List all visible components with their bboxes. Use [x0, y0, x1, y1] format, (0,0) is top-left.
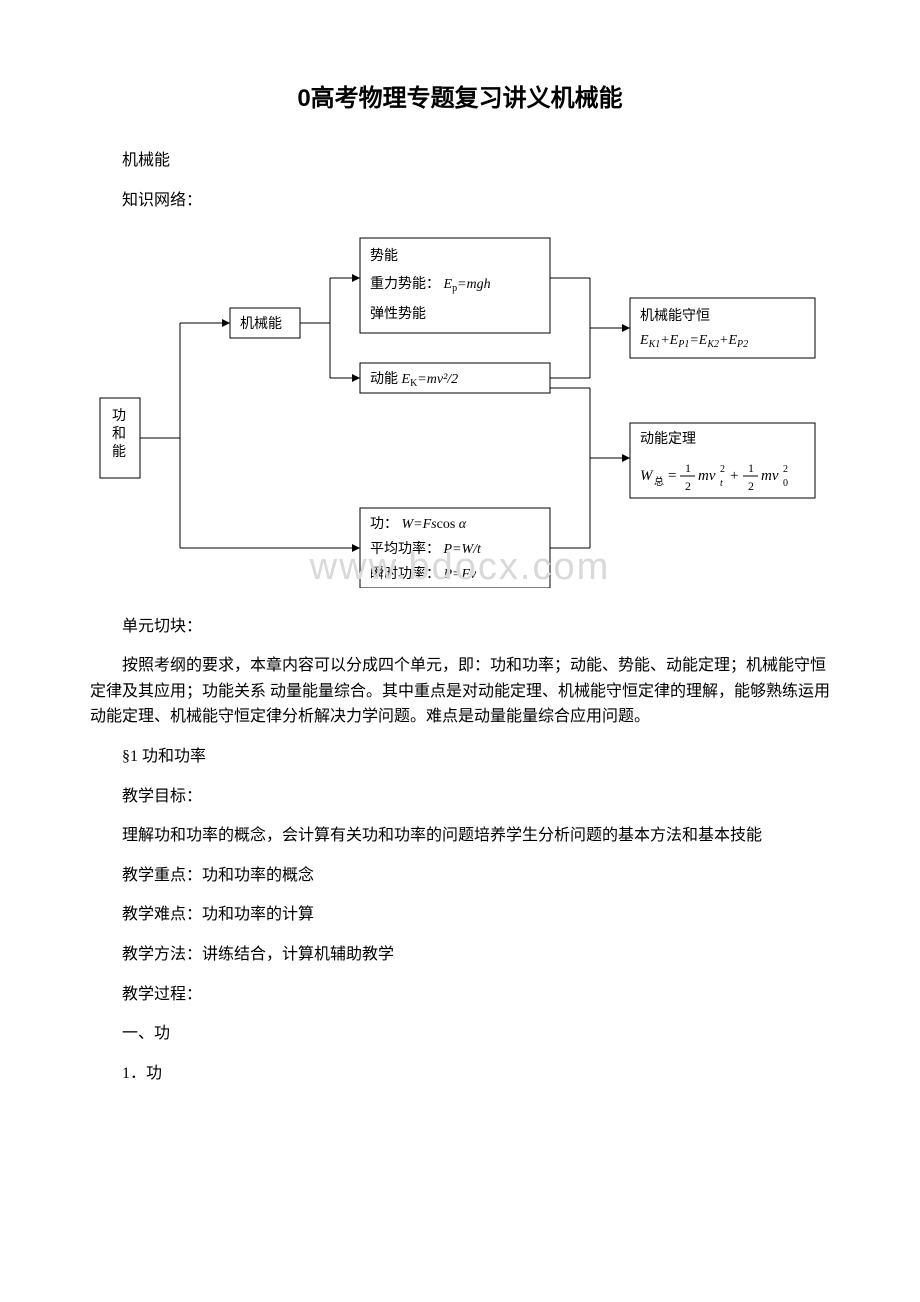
svg-text:=: =	[668, 468, 676, 484]
svg-text:功： W=Fscos α: 功： W=Fscos α	[370, 516, 467, 532]
intro-line2: 知识网络：	[90, 188, 830, 214]
svg-text:功: 功	[112, 408, 126, 424]
svg-text:mv: mv	[761, 468, 779, 484]
svg-text:1: 1	[748, 461, 754, 475]
teach-method: 教学方法：讲练结合，计算机辅助教学	[90, 942, 830, 968]
unit-section: 单元切块：	[90, 614, 830, 640]
section1: §1 功和功率	[90, 744, 830, 770]
svg-text:0: 0	[783, 478, 788, 489]
svg-text:重力势能： Ep=mgh: 重力势能： Ep=mgh	[370, 276, 491, 294]
svg-text:平均功率： P=W/t: 平均功率： P=W/t	[370, 540, 482, 557]
teach-goal-label: 教学目标：	[90, 784, 830, 810]
teach-process: 教学过程：	[90, 982, 830, 1008]
heading-one: 一、功	[90, 1021, 830, 1047]
svg-text:+: +	[730, 468, 738, 484]
node-elastic: 弹性势能	[370, 306, 426, 322]
svg-text:总: 总	[654, 475, 664, 488]
node-pavg: 平均功率：	[370, 540, 440, 557]
svg-text:1: 1	[685, 461, 691, 475]
intro-line1: 机械能	[90, 148, 830, 174]
unit-desc: 按照考纲的要求，本章内容可以分成四个单元，即：功和功率；动能、势能、动能定理；机…	[90, 653, 830, 730]
node-work: 功：	[370, 516, 398, 532]
node-kinetic: 动能	[370, 371, 402, 387]
node-conserve: 机械能守恒	[640, 308, 710, 324]
node-grav-label: 重力势能：	[370, 276, 440, 292]
node-mech: 机械能	[240, 316, 282, 332]
svg-text:W: W	[640, 468, 654, 484]
page-title: 0高考物理专题复习讲义机械能	[90, 80, 830, 118]
svg-text:EK1+EP1=EK2+EP2: EK1+EP1=EK2+EP2	[639, 333, 748, 350]
teach-diff: 教学难点：功和功率的计算	[90, 902, 830, 928]
node-potential-title: 势能	[370, 248, 398, 264]
node-ke-theorem: 动能定理	[640, 431, 696, 447]
svg-text:2: 2	[720, 464, 725, 475]
svg-text:t: t	[720, 478, 723, 489]
svg-text:动能 EK=mv²/2: 动能 EK=mv²/2	[370, 371, 458, 389]
teach-key: 教学重点：功和功率的概念	[90, 863, 830, 889]
svg-text:瞬时功率： P=Fv: 瞬时功率： P=Fv	[370, 565, 477, 582]
svg-text:和: 和	[112, 426, 126, 442]
svg-text:2: 2	[783, 464, 788, 475]
svg-text:能: 能	[112, 444, 126, 460]
heading-one-1: 1．功	[90, 1061, 830, 1087]
node-pinst: 瞬时功率：	[370, 565, 440, 582]
svg-text:2: 2	[748, 479, 754, 493]
knowledge-diagram: 功 和 能 机械能 势能 重力势能： Ep=mgh 弹性势能 动能 EK=mv²…	[90, 228, 830, 608]
svg-text:2: 2	[685, 479, 691, 493]
svg-text:mv: mv	[698, 468, 716, 484]
teach-goal: 理解功和功率的概念，会计算有关功和功率的问题培养学生分析问题的基本方法和基本技能	[90, 823, 830, 849]
